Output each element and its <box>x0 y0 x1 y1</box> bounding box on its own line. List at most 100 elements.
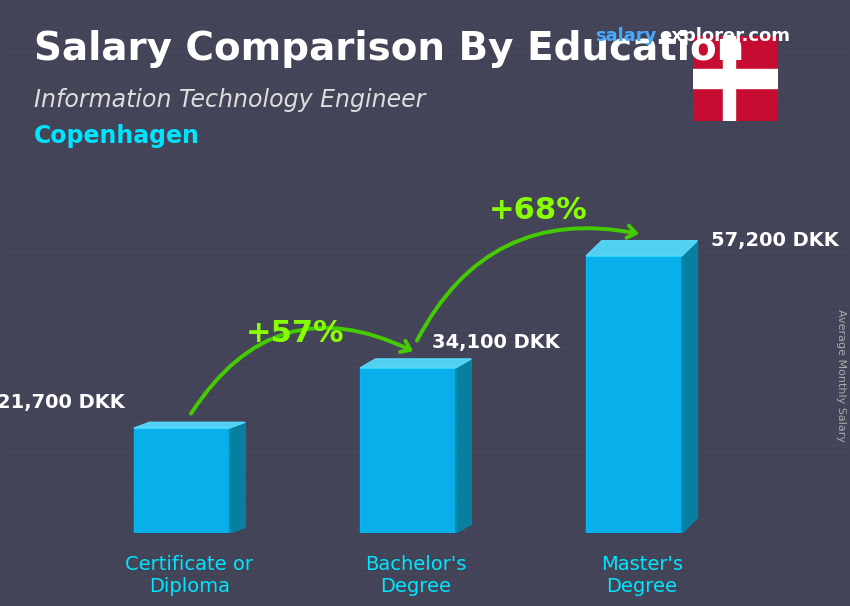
Bar <box>0 479 850 485</box>
Bar <box>0 358 850 364</box>
Bar <box>0 97 850 103</box>
Text: Salary Comparison By Education: Salary Comparison By Education <box>34 30 745 68</box>
Bar <box>0 188 850 194</box>
Bar <box>693 70 778 88</box>
Text: Master's
Degree: Master's Degree <box>601 555 683 596</box>
Bar <box>0 230 850 236</box>
Text: 21,700 DKK: 21,700 DKK <box>0 393 125 412</box>
Bar <box>0 588 850 594</box>
Bar <box>0 279 850 285</box>
Bar <box>0 339 850 345</box>
Bar <box>0 388 850 394</box>
Text: +57%: +57% <box>246 319 344 348</box>
Bar <box>0 503 850 509</box>
Bar <box>0 412 850 418</box>
Bar <box>0 497 850 503</box>
Bar <box>0 267 850 273</box>
Bar <box>0 55 850 61</box>
Bar <box>0 558 850 564</box>
Text: Average Monthly Salary: Average Monthly Salary <box>836 309 846 442</box>
Bar <box>0 467 850 473</box>
Text: Certificate or
Diploma: Certificate or Diploma <box>126 555 253 596</box>
Bar <box>0 394 850 400</box>
Bar <box>0 236 850 242</box>
Bar <box>0 491 850 497</box>
Bar <box>0 206 850 212</box>
Bar <box>0 115 850 121</box>
Bar <box>0 582 850 588</box>
Bar <box>0 418 850 424</box>
Bar <box>0 303 850 309</box>
Polygon shape <box>586 241 698 256</box>
Polygon shape <box>230 422 245 533</box>
Bar <box>0 139 850 145</box>
Bar <box>586 256 682 533</box>
Bar <box>0 364 850 370</box>
Bar <box>0 242 850 248</box>
Bar <box>722 36 735 121</box>
Bar <box>0 327 850 333</box>
Bar <box>0 509 850 515</box>
Bar <box>0 315 850 321</box>
Bar <box>0 164 850 170</box>
Bar <box>0 321 850 327</box>
Bar <box>0 133 850 139</box>
Text: 57,200 DKK: 57,200 DKK <box>711 231 839 250</box>
Bar <box>0 30 850 36</box>
Bar <box>0 67 850 73</box>
Bar <box>0 261 850 267</box>
Bar <box>0 533 850 539</box>
Bar <box>0 218 850 224</box>
Bar <box>0 248 850 255</box>
Text: salary: salary <box>595 27 656 45</box>
Bar <box>0 382 850 388</box>
Polygon shape <box>456 359 471 533</box>
Text: +68%: +68% <box>489 196 587 225</box>
Bar <box>0 176 850 182</box>
Text: Bachelor's
Degree: Bachelor's Degree <box>365 555 467 596</box>
Bar <box>0 170 850 176</box>
Bar <box>0 448 850 454</box>
Bar <box>0 600 850 606</box>
Bar <box>0 545 850 551</box>
Bar <box>0 297 850 303</box>
Bar <box>0 309 850 315</box>
Bar <box>0 539 850 545</box>
Polygon shape <box>360 359 471 368</box>
Bar <box>0 36 850 42</box>
Bar <box>0 442 850 448</box>
Bar <box>0 333 850 339</box>
Bar <box>0 454 850 461</box>
Bar <box>0 576 850 582</box>
Bar <box>0 24 850 30</box>
Bar <box>0 406 850 412</box>
Text: 34,100 DKK: 34,100 DKK <box>432 333 560 352</box>
Text: Information Technology Engineer: Information Technology Engineer <box>34 88 425 112</box>
Bar <box>133 428 230 533</box>
Bar <box>0 127 850 133</box>
Bar <box>0 515 850 521</box>
Bar <box>0 351 850 358</box>
Text: Copenhagen: Copenhagen <box>34 124 200 148</box>
Bar <box>0 485 850 491</box>
Bar <box>0 424 850 430</box>
Bar <box>0 212 850 218</box>
Bar <box>0 255 850 261</box>
Bar <box>0 73 850 79</box>
Bar <box>0 521 850 527</box>
Bar <box>0 291 850 297</box>
Bar <box>0 224 850 230</box>
Bar <box>0 145 850 152</box>
Bar <box>0 436 850 442</box>
Bar <box>0 430 850 436</box>
Polygon shape <box>133 422 245 428</box>
Bar <box>0 6 850 12</box>
Bar <box>0 109 850 115</box>
Text: explorer.com: explorer.com <box>659 27 790 45</box>
Bar <box>360 368 456 533</box>
Bar <box>0 376 850 382</box>
Bar <box>0 594 850 600</box>
Bar <box>0 564 850 570</box>
Bar <box>0 103 850 109</box>
Bar <box>0 273 850 279</box>
